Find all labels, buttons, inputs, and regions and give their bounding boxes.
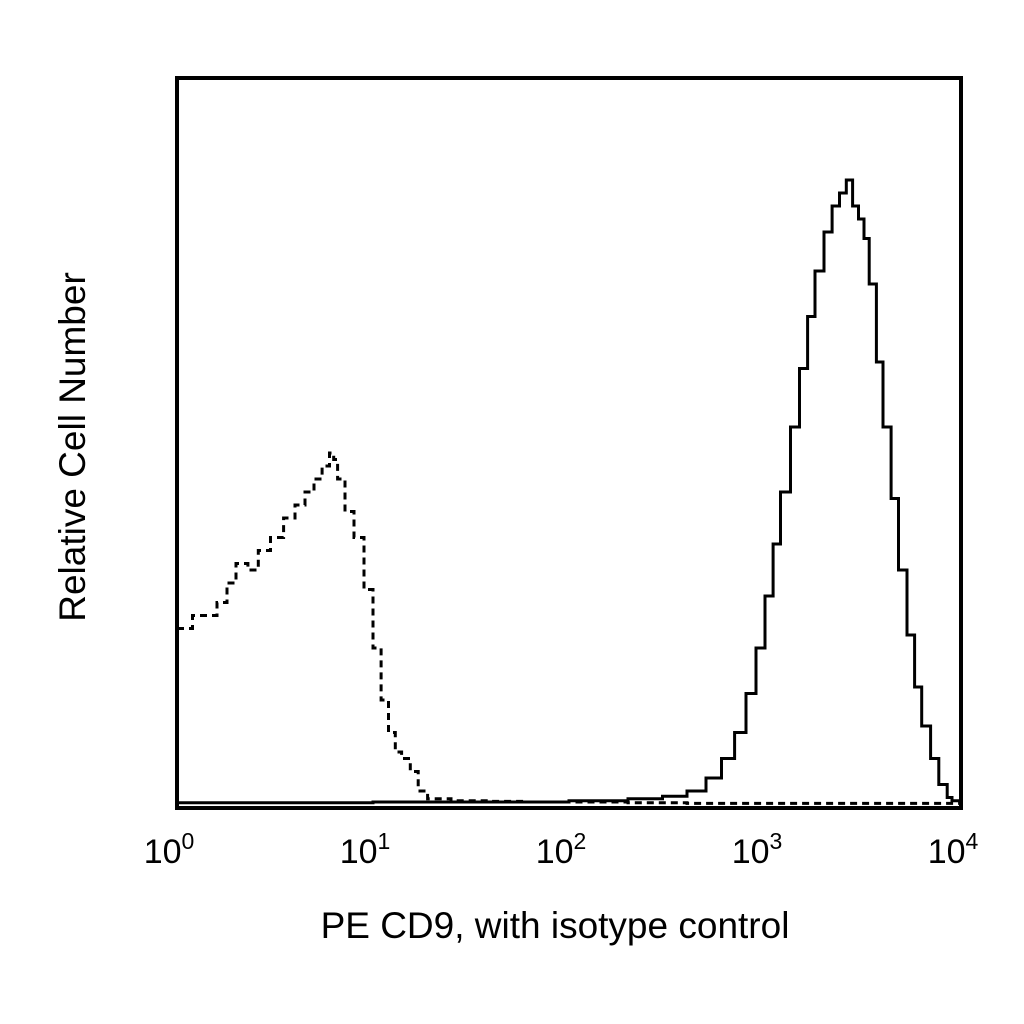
isotype-control-series [177, 451, 963, 805]
y-axis-title: Relative Cell Number [52, 272, 93, 622]
x-tick-label: 102 [536, 828, 587, 871]
x-tick-labels: 100 101 102 103 104 [144, 828, 979, 871]
x-axis-title: PE CD9, with isotype control [321, 905, 790, 946]
x-tick-label: 103 [732, 828, 783, 871]
pe-cd9-series [177, 178, 963, 805]
plot-frame [175, 76, 963, 810]
x-tick-label: 104 [928, 828, 979, 871]
x-tick-label: 100 [144, 828, 195, 871]
x-tick-label: 101 [340, 828, 391, 871]
plot-series-layer [177, 178, 963, 805]
